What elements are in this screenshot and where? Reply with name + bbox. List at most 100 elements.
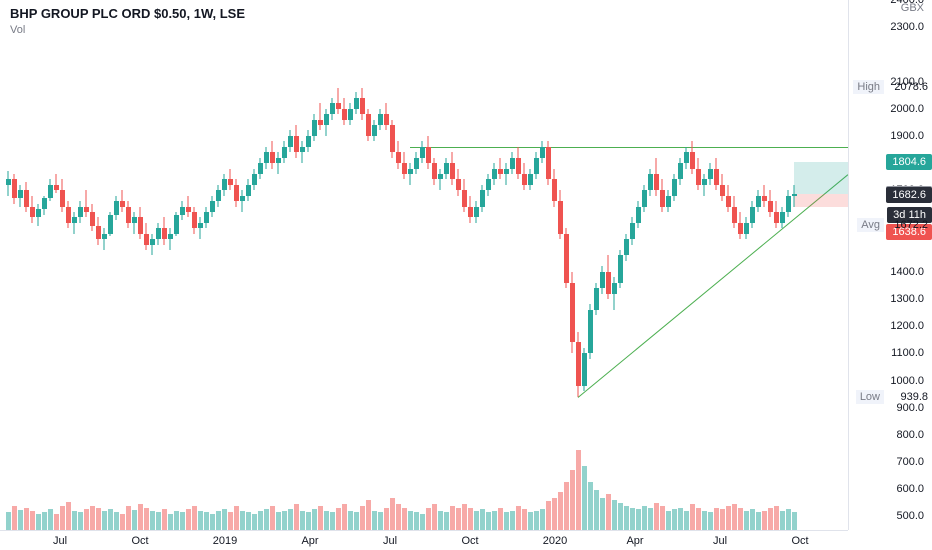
volume-bar — [432, 504, 437, 530]
volume-bar — [426, 508, 431, 530]
volume-bar — [684, 511, 689, 530]
price-label: 1682.6 — [886, 187, 932, 203]
hl-val: 1672.2 — [894, 219, 928, 231]
volume-bar — [210, 514, 215, 530]
volume-bar — [618, 503, 623, 530]
volume-bar — [606, 494, 611, 530]
volume-bar — [624, 506, 629, 530]
volume-bar — [66, 502, 71, 530]
volume-bar — [174, 511, 179, 530]
volume-bar — [198, 511, 203, 530]
x-tick: Apr — [301, 535, 318, 547]
volume-bar — [660, 506, 665, 530]
volume-bar — [780, 511, 785, 530]
volume-bar — [312, 509, 317, 530]
hl-label: High — [853, 80, 884, 94]
volume-bar — [168, 514, 173, 530]
y-tick: 1000.0 — [890, 375, 924, 387]
volume-bar — [438, 511, 443, 530]
y-tick: 1200.0 — [890, 320, 924, 332]
y-tick: 800.0 — [896, 429, 924, 441]
volume-bar — [546, 501, 551, 530]
volume-bar — [42, 512, 47, 530]
volume-bar — [378, 512, 383, 530]
x-tick: Jul — [383, 535, 397, 547]
volume-bar — [330, 512, 335, 530]
volume-bar — [588, 482, 593, 530]
zone-red[interactable] — [794, 194, 848, 207]
y-tick: 1300.0 — [890, 293, 924, 305]
volume-bar — [108, 509, 113, 530]
x-tick: Oct — [131, 535, 148, 547]
volume-bar — [126, 506, 131, 530]
x-tick: 2019 — [213, 535, 237, 547]
volume-bar — [138, 504, 143, 530]
volume-bar — [180, 512, 185, 530]
volume-bar — [420, 514, 425, 530]
volume-bar — [534, 511, 539, 530]
volume-bar — [96, 508, 101, 530]
volume-bar — [708, 512, 713, 530]
y-tick: 1100.0 — [891, 347, 924, 359]
hl-label: Avg — [857, 218, 884, 232]
trendline[interactable] — [410, 147, 848, 148]
volume-bar — [288, 509, 293, 530]
volume-bar — [594, 490, 599, 530]
volume-bar — [336, 508, 341, 530]
volume-bar — [750, 509, 755, 530]
chart-area[interactable] — [0, 0, 848, 530]
y-tick: 1400.0 — [890, 266, 924, 278]
volume-bar — [348, 511, 353, 530]
hl-val: 939.8 — [900, 391, 928, 403]
volume-bar — [276, 512, 281, 530]
volume-bar — [696, 508, 701, 530]
volume-bar — [516, 506, 521, 530]
volume-bar — [72, 511, 77, 530]
volume-bar — [204, 512, 209, 530]
volume-bar — [756, 512, 761, 530]
volume-bar — [324, 511, 329, 530]
volume-bar — [504, 512, 509, 530]
y-tick: 600.0 — [896, 483, 924, 495]
volume-bar — [384, 508, 389, 530]
volume-bar — [582, 466, 587, 530]
volume-bar — [690, 504, 695, 530]
volume-bar — [474, 511, 479, 530]
volume-bar — [354, 512, 359, 530]
volume-bar — [144, 508, 149, 530]
volume-bar — [540, 509, 545, 530]
volume-bar — [552, 498, 557, 530]
zone-green[interactable] — [794, 162, 848, 194]
volume-bar — [456, 508, 461, 530]
volume-bar — [6, 512, 11, 530]
time-axis: JulOct2019AprJulOct2020AprJulOct — [0, 530, 848, 550]
volume-bar — [642, 506, 647, 530]
volume-bar — [252, 514, 257, 530]
x-tick: Apr — [626, 535, 643, 547]
volume-bar — [564, 482, 569, 530]
volume-bar — [402, 508, 407, 530]
x-tick: Jul — [53, 535, 67, 547]
volume-bar — [90, 506, 95, 530]
volume-bar — [462, 504, 467, 530]
volume-bar — [714, 508, 719, 530]
volume-bar — [216, 511, 221, 530]
volume-bar — [18, 510, 23, 530]
volume-bar — [234, 506, 239, 530]
price-label: 1804.6 — [886, 154, 932, 170]
volume-bar — [366, 500, 371, 530]
volume-bar — [510, 511, 515, 530]
volume-bar — [342, 504, 347, 530]
volume-bar — [132, 510, 137, 530]
volume-bar — [360, 506, 365, 530]
volume-bar — [396, 504, 401, 530]
y-tick: 900.0 — [896, 402, 924, 414]
volume-bar — [732, 504, 737, 530]
volume-bar — [30, 511, 35, 530]
volume-bar — [720, 509, 725, 530]
trendline[interactable] — [578, 174, 849, 398]
volume-bar — [738, 508, 743, 530]
volume-bar — [300, 511, 305, 530]
volume-bar — [792, 512, 797, 530]
y-tick: 2400.0 — [890, 0, 924, 6]
